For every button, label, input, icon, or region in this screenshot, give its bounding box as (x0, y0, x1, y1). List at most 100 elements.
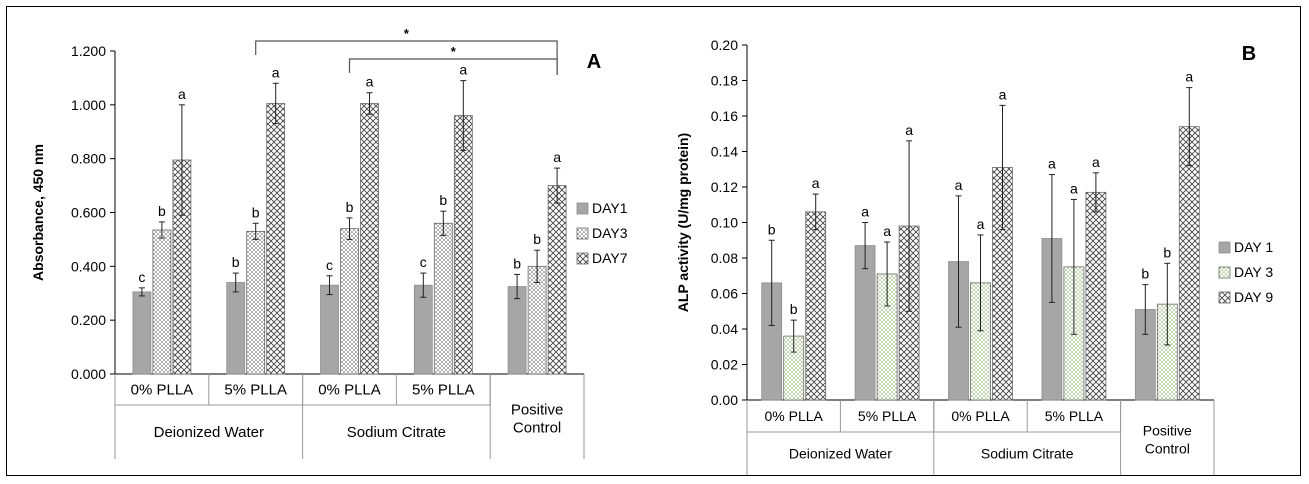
y-tick-label: 0.600 (71, 205, 106, 221)
category-label: 5% PLLA (1045, 408, 1104, 424)
legend-swatch (576, 252, 589, 265)
significance-letter: b (513, 255, 521, 271)
legend-swatch (576, 202, 589, 215)
group-label: Control (513, 420, 561, 437)
y-tick-label: 0.800 (71, 151, 106, 167)
bar (507, 286, 527, 375)
significance-letter: a (1070, 180, 1078, 196)
bar (1178, 126, 1200, 401)
significance-letter: a (955, 177, 963, 193)
chart-panel-a: 0.000 0.200 0.400 0.600 0.800 1.000 1.200 Absor… (30, 26, 628, 459)
figure-frame: 0.000 0.200 0.400 0.600 0.800 1.000 1.200 Absor… (6, 6, 1301, 476)
significance-bracket (255, 40, 558, 75)
significance-letter: b (790, 301, 798, 317)
significance-letter: c (326, 257, 333, 273)
legend-label: DAY1 (592, 200, 628, 216)
significance-letter: a (905, 122, 913, 138)
bar (1085, 191, 1107, 401)
bar (360, 103, 379, 375)
y-tick-label: 0.08 (711, 250, 738, 266)
y-tick-label: 1.200 (71, 43, 106, 59)
significance-letter: b (768, 221, 776, 237)
bar (226, 282, 246, 375)
legend-label: DAY 9 (1234, 289, 1273, 305)
significance-letter: c (420, 254, 427, 270)
category-label: 5% PLLA (224, 382, 287, 399)
group-label: Positive (1143, 423, 1192, 439)
y-tick-label: 0.12 (711, 179, 738, 195)
figure-canvas: 0.000 0.200 0.400 0.600 0.800 1.000 1.200 Absor… (30, 26, 1273, 475)
significance-letter: b (1141, 266, 1149, 282)
y-tick-label: 0.16 (711, 108, 738, 124)
significance-letter: b (1163, 244, 1171, 260)
y-axis-title: Absorbance, 450 nm (30, 144, 46, 281)
significance-star: * (451, 44, 457, 59)
group-label: Deionized Water (154, 424, 264, 441)
significance-star: * (404, 26, 410, 41)
category-label: 5% PLLA (412, 382, 475, 399)
significance-letter: a (812, 175, 820, 191)
legend-swatch (1218, 266, 1231, 279)
bar (453, 115, 473, 375)
bar (547, 185, 567, 375)
legend-swatch (1218, 291, 1231, 304)
y-tick-label: 0.10 (711, 215, 738, 231)
legend-swatch (1218, 241, 1231, 254)
significance-letter: a (178, 86, 186, 102)
significance-letter: a (977, 216, 985, 232)
y-tick-label: 0.14 (711, 144, 738, 160)
category-label: 0% PLLA (765, 408, 824, 424)
group-label: Sodium Citrate (347, 424, 446, 441)
legend-label: DAY 3 (1234, 264, 1273, 280)
significance-letter: b (232, 254, 240, 270)
y-tick-label: 0.400 (71, 258, 106, 274)
significance-letter: a (1185, 69, 1193, 85)
significance-letter: a (272, 64, 280, 80)
group-label: Sodium Citrate (981, 446, 1074, 462)
bar (132, 291, 152, 375)
bar (805, 211, 827, 401)
bar (413, 284, 433, 375)
y-tick-label: 0.04 (711, 321, 738, 337)
chart-panel-b: 0.00 0.02 0.04 0.06 0.08 0.10 0.12 0.14 0.16 0.18… (675, 37, 1273, 475)
y-tick-label: 0.00 (711, 392, 738, 408)
y-tick-label: 0.18 (711, 73, 738, 89)
y-tick-label: 0.02 (711, 357, 738, 373)
y-tick-label: 0.000 (71, 366, 106, 382)
y-tick-label: 0.20 (711, 37, 738, 53)
significance-letter: a (861, 204, 869, 220)
significance-letter: b (158, 203, 166, 219)
significance-letter: a (553, 149, 561, 165)
legend-label: DAY7 (592, 250, 628, 266)
significance-letter: a (999, 86, 1007, 102)
legend-swatch (576, 227, 589, 240)
panel-label: A (587, 51, 601, 73)
significance-letter: a (459, 62, 467, 78)
bar (433, 222, 453, 375)
significance-bracket (348, 58, 558, 75)
category-label: 0% PLLA (318, 382, 381, 399)
bar (340, 228, 359, 375)
bar (266, 103, 286, 375)
significance-letter: a (366, 74, 374, 90)
significance-letter: a (883, 223, 891, 239)
bar (246, 230, 266, 375)
category-label: 0% PLLA (951, 408, 1010, 424)
group-label: Deionized Water (789, 446, 892, 462)
group-label: Control (1145, 441, 1190, 457)
significance-letter: c (138, 269, 145, 285)
bar (152, 229, 172, 375)
category-label: 0% PLLA (131, 382, 194, 399)
y-tick-label: 0.06 (711, 286, 738, 302)
category-label: 5% PLLA (858, 408, 917, 424)
legend-label: DAY3 (592, 225, 628, 241)
significance-letter: b (439, 192, 447, 208)
panel-label: B (1242, 43, 1256, 65)
legend-label: DAY 1 (1234, 239, 1273, 255)
significance-letter: a (1092, 154, 1100, 170)
significance-letter: b (252, 204, 260, 220)
significance-letter: a (1048, 156, 1056, 172)
group-label: Positive (511, 402, 564, 419)
y-tick-label: 1.000 (71, 97, 106, 113)
bar (320, 284, 339, 375)
